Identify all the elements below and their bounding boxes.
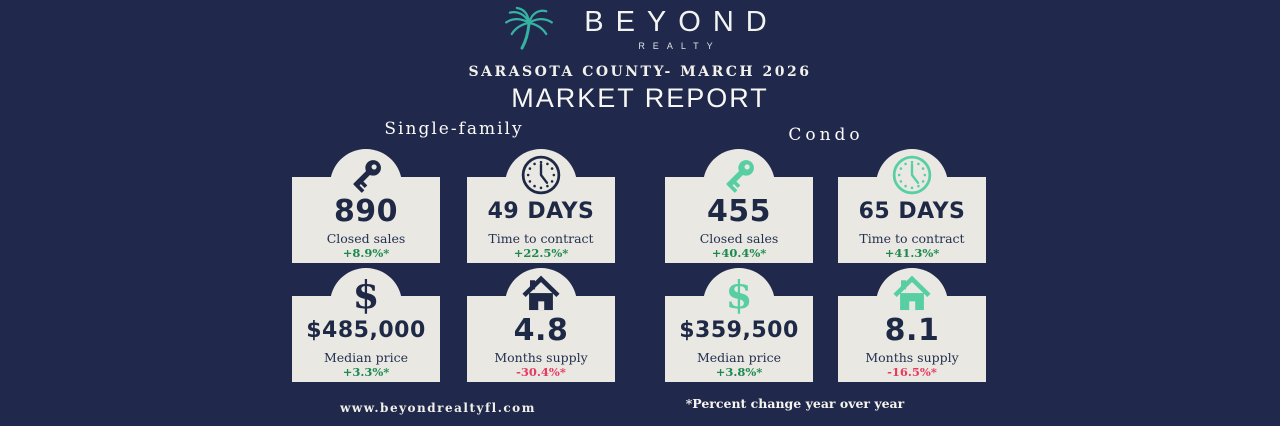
stat-change: +3.3%* bbox=[342, 365, 390, 379]
stat-value: 455 bbox=[706, 194, 772, 229]
stat-change: +3.8%* bbox=[715, 365, 763, 379]
stat-label: Time to contract bbox=[488, 231, 594, 246]
stat-change: +40.4%* bbox=[711, 246, 767, 260]
section-title-condo: Condo bbox=[788, 125, 864, 145]
stat-card-sf-median-price: $485,000 Median price +3.3%* bbox=[292, 268, 440, 382]
stat-label: Closed sales bbox=[699, 231, 779, 246]
stat-card-condo-closed-sales: 455 Closed sales +40.4%* bbox=[665, 149, 813, 263]
dollar-icon bbox=[344, 272, 388, 316]
stat-value: 890 bbox=[333, 194, 399, 229]
icon-bump bbox=[876, 149, 948, 221]
stat-label: Closed sales bbox=[326, 231, 406, 246]
stat-value: $359,500 bbox=[679, 318, 799, 343]
stat-change: +8.9%* bbox=[342, 246, 390, 260]
stat-change: +41.3%* bbox=[884, 246, 940, 260]
stat-change: -30.4%* bbox=[516, 365, 566, 379]
icon-bump bbox=[703, 149, 775, 221]
section-title-single-family: Single-family bbox=[384, 119, 524, 139]
stat-value: 49 DAYS bbox=[487, 199, 595, 224]
brand-name: BEYOND bbox=[584, 6, 779, 38]
clock-icon bbox=[519, 153, 563, 197]
stat-value: 65 DAYS bbox=[858, 199, 966, 224]
clock-icon bbox=[890, 153, 934, 197]
stat-label: Months supply bbox=[494, 350, 588, 365]
key-icon bbox=[344, 153, 388, 197]
icon-bump bbox=[330, 149, 402, 221]
stat-card-sf-months-supply: 4.8 Months supply -30.4%* bbox=[467, 268, 615, 382]
stat-card-condo-median-price: $359,500 Median price +3.8%* bbox=[665, 268, 813, 382]
stat-label: Median price bbox=[696, 350, 782, 365]
icon-bump bbox=[505, 149, 577, 221]
icon-bump bbox=[703, 268, 775, 340]
page-title: MARKET REPORT bbox=[511, 83, 769, 113]
brand-wordmark: BEYOND REALTY bbox=[572, 6, 778, 51]
icon-bump bbox=[330, 268, 402, 340]
palm-tree-icon bbox=[501, 5, 557, 52]
brand-logo: BEYOND REALTY bbox=[0, 5, 1280, 52]
icon-bump bbox=[505, 268, 577, 340]
house-icon bbox=[519, 272, 563, 316]
stat-value: 8.1 bbox=[884, 313, 940, 348]
stat-label: Median price bbox=[323, 350, 409, 365]
stat-label: Time to contract bbox=[859, 231, 965, 246]
stat-label: Months supply bbox=[865, 350, 959, 365]
footnote: *Percent change year over year bbox=[685, 396, 905, 411]
stat-card-sf-time-to-contract: 49 DAYS Time to contract +22.5%* bbox=[467, 149, 615, 263]
icon-bump bbox=[876, 268, 948, 340]
stat-change: +22.5%* bbox=[513, 246, 569, 260]
stat-card-condo-time-to-contract: 65 DAYS Time to contract +41.3%* bbox=[838, 149, 986, 263]
stat-value: 4.8 bbox=[513, 313, 569, 348]
key-icon bbox=[717, 153, 761, 197]
stat-card-condo-months-supply: 8.1 Months supply -16.5%* bbox=[838, 268, 986, 382]
stat-value: $485,000 bbox=[306, 318, 426, 343]
brand-subname: REALTY bbox=[638, 41, 721, 51]
stat-card-sf-closed-sales: 890 Closed sales +8.9%* bbox=[292, 149, 440, 263]
report-subtitle: SARASOTA COUNTY- MARCH 2026 bbox=[468, 64, 812, 80]
dollar-icon bbox=[717, 272, 761, 316]
website-url: www.beyondrealtyfl.com bbox=[340, 401, 536, 415]
stat-change: -16.5%* bbox=[887, 365, 937, 379]
house-icon bbox=[890, 272, 934, 316]
